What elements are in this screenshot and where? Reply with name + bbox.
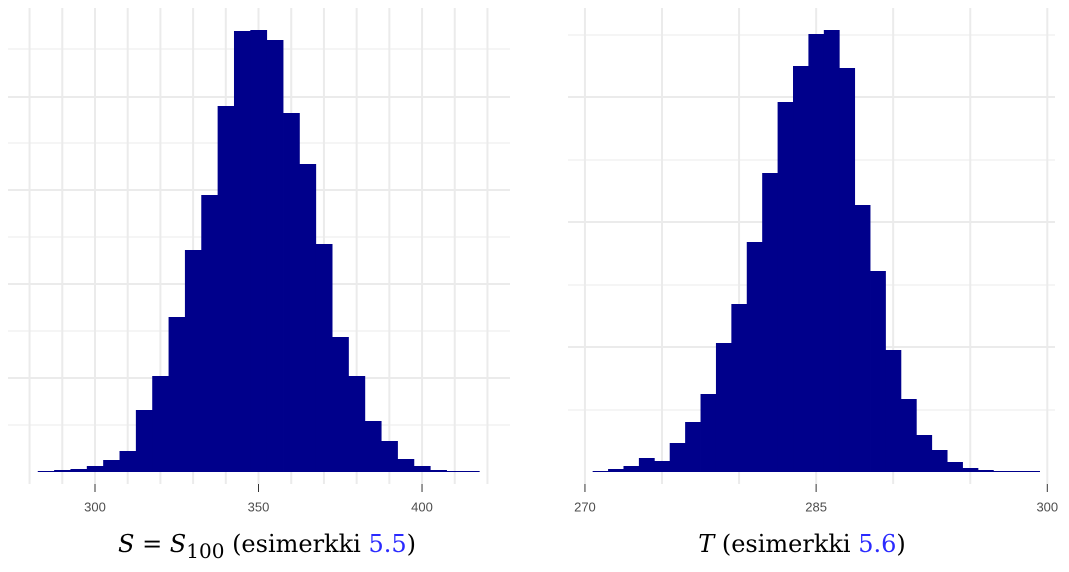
bar (86, 466, 104, 472)
bar (808, 34, 825, 472)
bar (446, 471, 464, 472)
bar (854, 205, 871, 472)
bar (201, 195, 219, 472)
caption-close: ) (896, 530, 906, 558)
bar (168, 317, 186, 472)
bar (37, 471, 55, 472)
bar (931, 450, 948, 472)
caption-close: ) (406, 530, 416, 558)
bar (715, 343, 732, 472)
bar (103, 460, 120, 472)
bar (381, 441, 398, 472)
bar (152, 376, 169, 472)
bar (916, 435, 933, 472)
bar (283, 113, 300, 472)
bar (669, 443, 686, 472)
bar (1024, 471, 1040, 472)
x-tick-label: 350 (248, 499, 270, 514)
x-tick-label: 400 (411, 499, 433, 514)
bar (839, 68, 856, 472)
caption: S = S100 (esimerkki 5.5) (0, 530, 534, 563)
bar (135, 410, 153, 472)
bar (184, 250, 202, 472)
caption-math: S = S (118, 530, 187, 558)
bar (592, 471, 609, 472)
bar (608, 469, 624, 472)
bar (315, 244, 333, 472)
caption-math: T (698, 530, 715, 558)
bar (119, 451, 137, 472)
caption-ref[interactable]: 5.5 (368, 530, 407, 558)
bar (993, 471, 1010, 472)
x-tick-label: 300 (84, 499, 106, 514)
bar (746, 242, 763, 472)
bar (1008, 471, 1025, 472)
caption-sub: 100 (186, 538, 225, 563)
bar (638, 458, 655, 472)
bar (793, 66, 809, 472)
bar (870, 271, 886, 472)
bar (777, 102, 794, 472)
bar (266, 40, 284, 472)
x-tick-label: 300 (1036, 499, 1058, 514)
bar (233, 31, 251, 472)
bar (332, 337, 349, 472)
bar (299, 164, 317, 472)
bar (685, 422, 701, 472)
caption-ref[interactable]: 5.6 (858, 530, 897, 558)
bar (364, 421, 382, 472)
bar (700, 394, 717, 472)
bar (900, 399, 917, 472)
bar (397, 459, 415, 472)
bar (947, 462, 963, 472)
bar (731, 304, 748, 472)
x-tick-label: 270 (574, 499, 596, 514)
caption-text: (esimerkki (224, 530, 369, 558)
bar (462, 471, 480, 472)
bar (962, 468, 979, 472)
bar (70, 469, 88, 472)
bar (413, 466, 431, 472)
bar (348, 376, 366, 472)
bar (762, 173, 778, 472)
caption: T (esimerkki 5.6) (535, 530, 1069, 558)
bar (885, 350, 902, 472)
bar (250, 30, 268, 472)
bar (54, 470, 71, 472)
bar (977, 470, 994, 472)
bar (623, 466, 640, 472)
bar (217, 106, 235, 472)
x-tick-label: 285 (805, 499, 827, 514)
bar (823, 30, 840, 472)
bar (654, 461, 671, 472)
caption-text: (esimerkki (714, 530, 859, 558)
bar (430, 470, 447, 472)
